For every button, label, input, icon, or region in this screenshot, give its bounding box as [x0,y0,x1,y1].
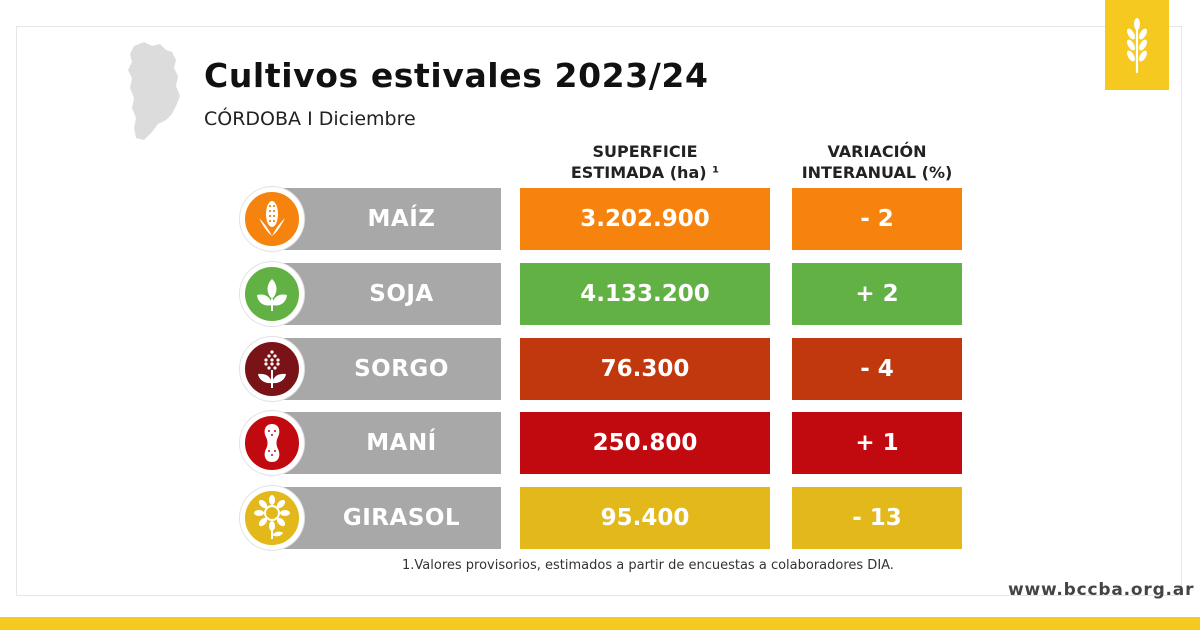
surface-value: 4.133.200 [520,263,770,325]
crop-row-soja: SOJA 4.133.200 + 2 [0,262,1200,326]
variation-column-header: VARIACIÓN INTERANUAL (%) [792,141,962,183]
crop-icon-circle [240,262,304,326]
crop-name: MANÍ [366,430,437,456]
surface-header-line2: ESTIMADA (ha) ¹ [570,163,720,182]
bottom-brand-bar [0,617,1200,630]
variation-value: + 1 [792,412,962,474]
crop-name: SORGO [354,356,449,382]
crop-row-mani: MANÍ 250.800 + 1 [0,411,1200,475]
surface-value: 3.202.900 [520,188,770,250]
surface-header-line1: SUPERFICIE [592,142,698,161]
crop-name-box: GIRASOL [262,487,501,549]
variation-value: - 2 [792,188,962,250]
variation-value: - 13 [792,487,962,549]
crop-icon-circle [240,486,304,550]
surface-value: 250.800 [520,412,770,474]
page-title: Cultivos estivales 2023/24 [204,56,709,95]
variation-value: - 4 [792,338,962,400]
crop-icon-circle [240,337,304,401]
crop-name: GIRASOL [342,505,461,531]
crop-name: MAÍZ [367,206,436,232]
brand-logo [1105,0,1169,90]
website-link[interactable]: www.bccba.org.ar [1008,580,1195,600]
cordoba-map-icon [128,42,180,140]
crop-name-box: MANÍ [262,412,501,474]
corn-icon [259,201,285,236]
page-subtitle: CÓRDOBA I Diciembre [204,108,416,130]
crop-row-maiz: MAÍZ 3.202.900 - 2 [0,187,1200,251]
variation-header-line1: VARIACIÓN [827,142,927,161]
wheat-icon [1127,18,1147,74]
surface-value: 76.300 [520,338,770,400]
footnote: 1.Valores provisorios, estimados a parti… [402,558,894,573]
variation-value: + 2 [792,263,962,325]
crop-row-sorgo: SORGO 76.300 - 4 [0,337,1200,401]
crop-icon-circle [240,411,304,475]
variation-header-line2: INTERANUAL (%) [801,163,953,182]
peanut-icon [264,424,280,462]
crop-row-girasol: GIRASOL 95.400 - 13 [0,486,1200,550]
surface-column-header: SUPERFICIE ESTIMADA (ha) ¹ [520,141,770,183]
soy-sprout-icon [257,279,287,311]
sunflower-icon [254,495,290,539]
surface-value: 95.400 [520,487,770,549]
crop-icon-circle [240,187,304,251]
sorghum-icon [258,350,286,388]
crop-name: SOJA [369,281,434,307]
